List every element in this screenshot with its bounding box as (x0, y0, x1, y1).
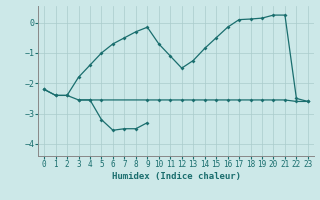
X-axis label: Humidex (Indice chaleur): Humidex (Indice chaleur) (111, 172, 241, 181)
